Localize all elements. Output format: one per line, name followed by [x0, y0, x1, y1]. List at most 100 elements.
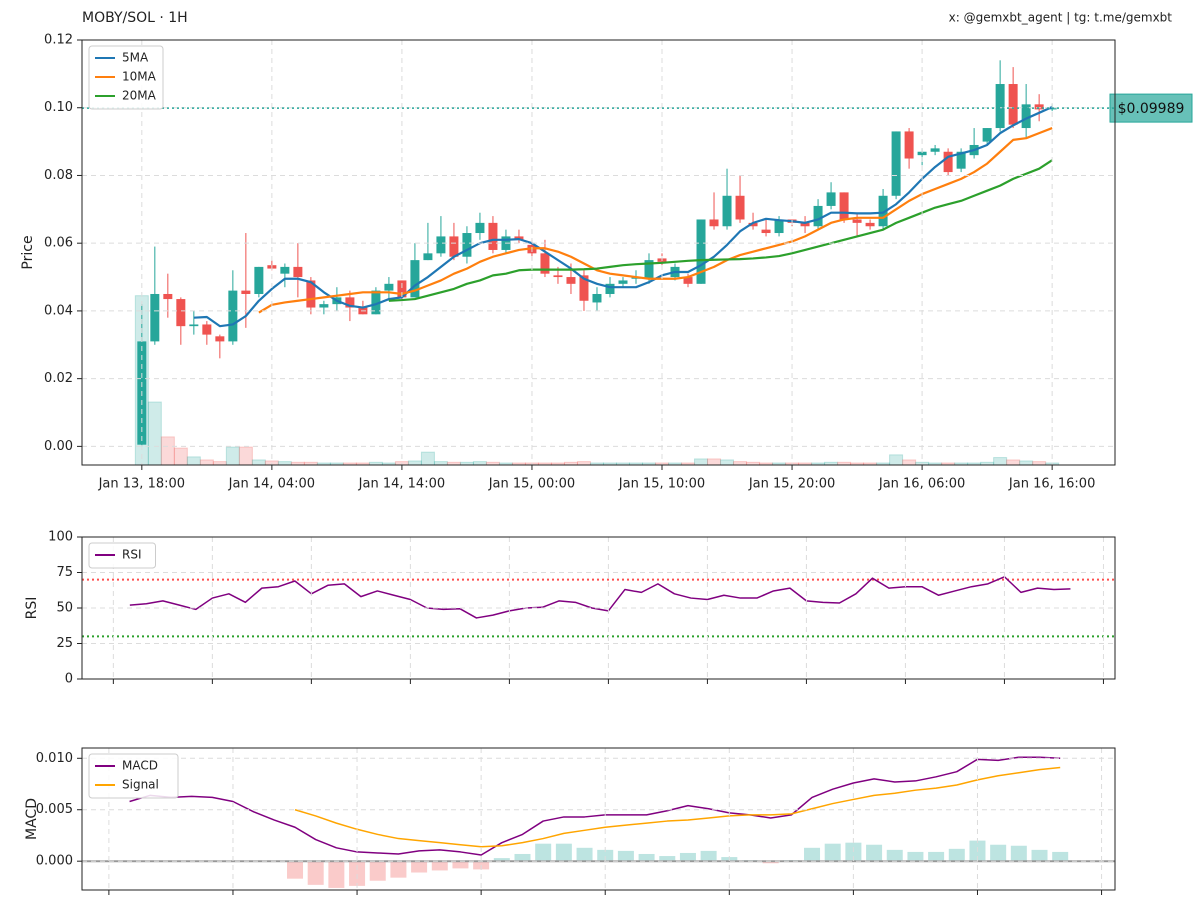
candle-body — [293, 266, 303, 278]
volume-bar — [967, 462, 982, 465]
candle-body — [475, 222, 485, 234]
candle-body — [462, 233, 472, 257]
candle-body — [306, 280, 316, 308]
candle-body — [1034, 104, 1044, 110]
volume-bar — [707, 458, 722, 465]
candle-body — [774, 219, 784, 234]
candle-body — [644, 260, 654, 279]
candle-body — [865, 222, 875, 227]
legend-label: MACD — [122, 759, 158, 773]
macd-line — [294, 766, 1061, 848]
volume-bar — [681, 462, 696, 465]
macd-line — [129, 756, 1061, 856]
volume-bar — [993, 457, 1008, 465]
candle-body — [930, 148, 940, 152]
candle-body — [696, 219, 706, 284]
candle-body — [943, 151, 953, 173]
histogram-bar — [535, 843, 552, 862]
plot-area — [82, 576, 1115, 638]
volume-bar — [576, 461, 591, 465]
x-tick-label: Jan 15, 10:00 — [618, 477, 705, 492]
candle-body — [722, 195, 732, 227]
plot-frame — [81, 747, 1116, 891]
histogram-bar — [307, 861, 324, 885]
histogram-bar — [679, 852, 696, 862]
y-tick-label: 0.04 — [44, 303, 73, 318]
plot-frame — [81, 536, 1116, 680]
candle-body — [748, 222, 758, 227]
legend-label: 10MA — [122, 70, 157, 84]
candle-body — [397, 280, 407, 298]
histogram-bar — [886, 849, 903, 862]
x-tick-label: Jan 16, 16:00 — [1008, 477, 1095, 492]
ma-line — [258, 127, 1053, 314]
y-tick-label: 0.02 — [44, 371, 73, 386]
legend-label: RSI — [122, 548, 142, 562]
volume-bar — [251, 459, 266, 465]
candle-body — [189, 324, 199, 327]
legend-label: Signal — [122, 778, 159, 792]
histogram-bar — [762, 861, 779, 864]
y-tick-label: 100 — [48, 530, 73, 545]
candle-body — [826, 192, 836, 206]
candle-body — [579, 275, 589, 301]
volume-bar — [1006, 459, 1021, 465]
volume-bar — [316, 462, 331, 465]
legend-label: 20MA — [122, 89, 157, 103]
candle-body — [878, 195, 888, 227]
y-tick-label: 0.12 — [44, 33, 73, 48]
candle-body — [150, 293, 160, 342]
volume-bar — [733, 461, 748, 465]
volume-bar — [199, 459, 214, 465]
histogram-bar — [1052, 851, 1069, 862]
y-axis-label: Price — [20, 235, 36, 269]
candle-body — [163, 293, 173, 300]
y-tick-label: 75 — [56, 565, 73, 580]
last-price-box — [1109, 93, 1193, 123]
candle-body — [735, 195, 745, 220]
candle-body — [904, 131, 914, 159]
volume-bar — [550, 462, 565, 465]
volume-bar — [186, 456, 201, 465]
candle-body — [241, 290, 251, 294]
candle-body — [917, 151, 927, 156]
candle-body — [800, 222, 810, 227]
candle-body — [891, 131, 901, 196]
y-tick-label: 0.08 — [44, 168, 73, 183]
histogram-bar — [369, 861, 386, 881]
volume-bar — [602, 462, 617, 465]
candle-body — [709, 219, 719, 227]
candle-body — [176, 299, 186, 327]
x-tick-label: Jan 15, 00:00 — [488, 477, 575, 492]
rsi-line — [129, 576, 1071, 619]
y-tick-label: 0 — [65, 672, 73, 687]
histogram-bar — [907, 851, 924, 862]
histogram-bar — [597, 849, 614, 862]
histogram-bar — [576, 847, 593, 862]
volume-bar — [472, 461, 487, 465]
candle-body — [605, 283, 615, 294]
y-tick-label: 0.00 — [44, 439, 73, 454]
volume-bar — [720, 459, 735, 465]
candle-body — [371, 290, 381, 315]
candle-body — [761, 229, 771, 234]
histogram-bar — [1031, 849, 1048, 862]
volume-bar — [694, 458, 709, 465]
y-tick-label: 0.06 — [44, 236, 73, 251]
histogram-bar — [990, 844, 1007, 862]
x-tick-label: Jan 14, 14:00 — [358, 477, 445, 492]
legend-box — [88, 542, 156, 569]
volume-bar — [1019, 460, 1034, 465]
x-tick-label: Jan 15, 20:00 — [748, 477, 835, 492]
candle-body — [410, 260, 420, 298]
histogram-bar — [866, 844, 883, 862]
candle-body — [1021, 104, 1031, 129]
ma-line — [388, 159, 1053, 302]
volume-bar — [811, 462, 826, 465]
candle-body — [839, 192, 849, 220]
histogram-bar — [659, 856, 676, 862]
histogram-bar — [514, 853, 531, 862]
x-tick-label: Jan 13, 18:00 — [98, 477, 185, 492]
volume-bar — [238, 446, 253, 465]
